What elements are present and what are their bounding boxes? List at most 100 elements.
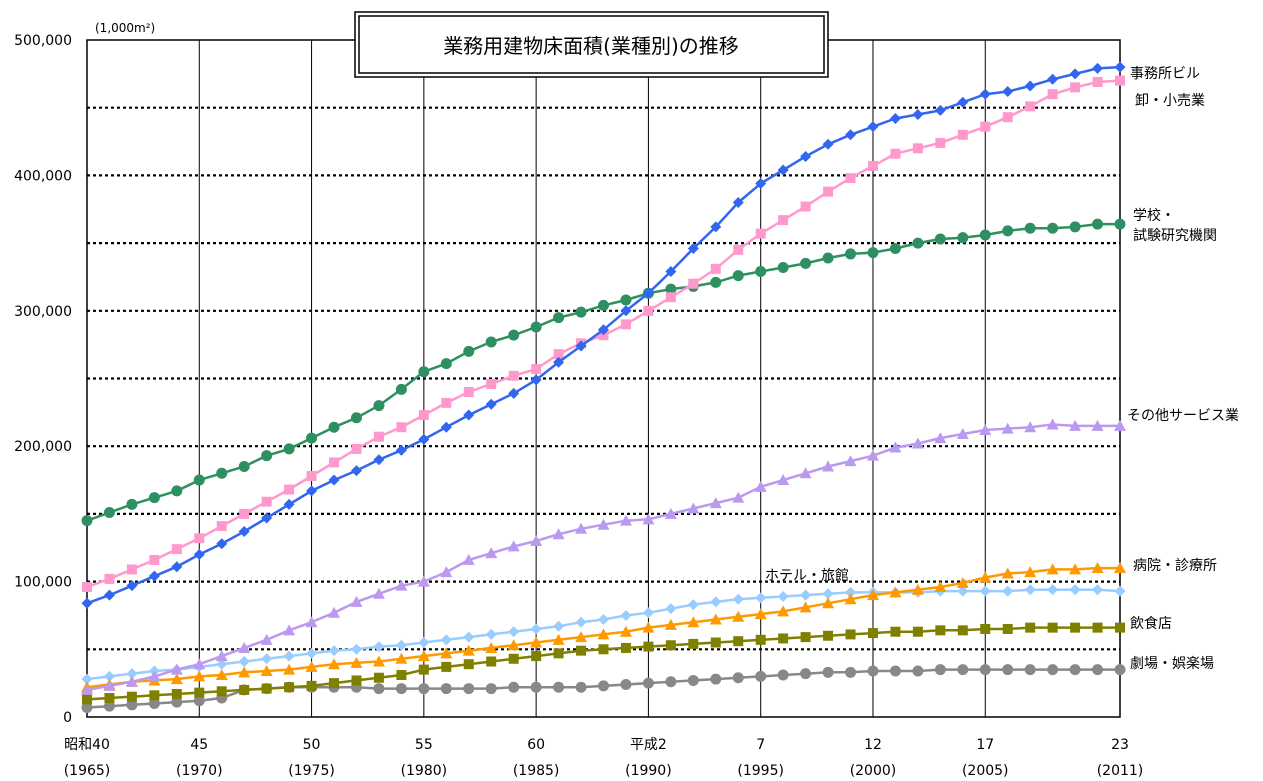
data-point xyxy=(485,336,497,348)
data-point xyxy=(1115,75,1125,86)
data-point xyxy=(261,512,273,524)
data-point xyxy=(1069,68,1081,80)
data-point xyxy=(485,641,498,653)
data-point xyxy=(822,252,834,264)
data-point xyxy=(597,518,610,530)
data-point xyxy=(1114,61,1126,73)
data-point xyxy=(620,305,632,317)
data-point xyxy=(417,650,430,662)
data-point xyxy=(956,428,969,440)
data-point xyxy=(845,586,857,598)
data-point xyxy=(1115,622,1125,633)
data-point xyxy=(193,670,206,682)
data-point xyxy=(283,650,295,662)
data-point xyxy=(912,626,923,637)
data-point xyxy=(710,263,721,274)
data-point xyxy=(934,432,947,444)
data-point xyxy=(665,640,676,651)
data-point xyxy=(328,658,341,670)
data-point xyxy=(889,441,902,453)
data-point xyxy=(866,449,879,461)
data-point xyxy=(800,589,812,601)
data-point xyxy=(823,186,834,197)
series-labels: 事務所ビル 卸・小売業 学校・ 試験研究機関 その他サービス業 病院・診療所 ホ… xyxy=(765,66,1239,672)
data-point xyxy=(1046,563,1059,575)
data-point xyxy=(777,474,790,486)
label-other-service: その他サービス業 xyxy=(1127,408,1239,424)
data-point xyxy=(1001,422,1014,434)
data-point xyxy=(733,636,744,647)
data-point xyxy=(239,684,250,695)
data-point xyxy=(238,655,250,667)
data-point xyxy=(1114,218,1126,230)
data-point xyxy=(418,683,430,695)
data-point xyxy=(306,680,317,691)
data-point xyxy=(261,496,272,507)
data-point xyxy=(732,610,745,622)
data-point xyxy=(373,400,385,412)
data-point xyxy=(531,364,542,375)
data-point xyxy=(149,690,160,701)
data-point xyxy=(598,614,609,626)
data-point xyxy=(755,670,767,682)
data-point xyxy=(350,465,362,477)
data-point xyxy=(125,675,138,687)
data-point xyxy=(800,668,812,680)
data-point xyxy=(463,409,475,421)
data-point xyxy=(665,603,677,615)
data-point xyxy=(170,673,183,685)
data-point xyxy=(1092,584,1104,596)
data-point xyxy=(81,673,93,685)
data-point xyxy=(373,683,385,695)
x-tick-sublabel: (2000) xyxy=(850,763,897,779)
data-point xyxy=(889,586,902,598)
data-point xyxy=(508,387,520,399)
data-point xyxy=(373,454,385,466)
data-point xyxy=(688,278,699,289)
data-point xyxy=(844,593,857,605)
data-point xyxy=(103,670,115,682)
data-point xyxy=(418,410,429,421)
data-point xyxy=(126,691,137,702)
data-point xyxy=(508,370,519,381)
data-point xyxy=(417,575,430,587)
data-point xyxy=(350,412,362,424)
data-point xyxy=(1070,622,1081,633)
data-point xyxy=(935,625,946,636)
data-point xyxy=(911,437,924,449)
data-point xyxy=(440,634,452,646)
data-point xyxy=(598,644,609,655)
data-point xyxy=(507,540,520,552)
data-point xyxy=(485,683,497,695)
data-point xyxy=(755,178,767,190)
data-point xyxy=(800,150,812,162)
data-point xyxy=(1069,221,1081,233)
data-point xyxy=(598,299,609,311)
data-point xyxy=(126,580,138,592)
data-point xyxy=(530,321,542,333)
data-point xyxy=(643,641,654,652)
data-point xyxy=(800,201,811,212)
data-point xyxy=(687,616,700,628)
data-point xyxy=(822,138,834,150)
data-point xyxy=(553,620,565,632)
data-point xyxy=(1025,622,1036,633)
data-point xyxy=(575,631,588,643)
data-point xyxy=(823,630,834,641)
data-point xyxy=(912,237,924,249)
data-point xyxy=(620,319,631,330)
data-point xyxy=(328,421,340,433)
data-point xyxy=(778,633,789,644)
data-point xyxy=(260,664,273,676)
data-point xyxy=(889,113,901,125)
data-point xyxy=(575,306,587,318)
data-point xyxy=(441,397,452,408)
data-point xyxy=(709,613,722,625)
data-point xyxy=(530,374,542,386)
data-point xyxy=(193,474,205,486)
data-point xyxy=(777,261,789,273)
data-point xyxy=(664,618,677,630)
data-point xyxy=(328,606,341,618)
x-tick-sublabel: (2011) xyxy=(1097,763,1144,779)
data-point xyxy=(148,697,160,709)
